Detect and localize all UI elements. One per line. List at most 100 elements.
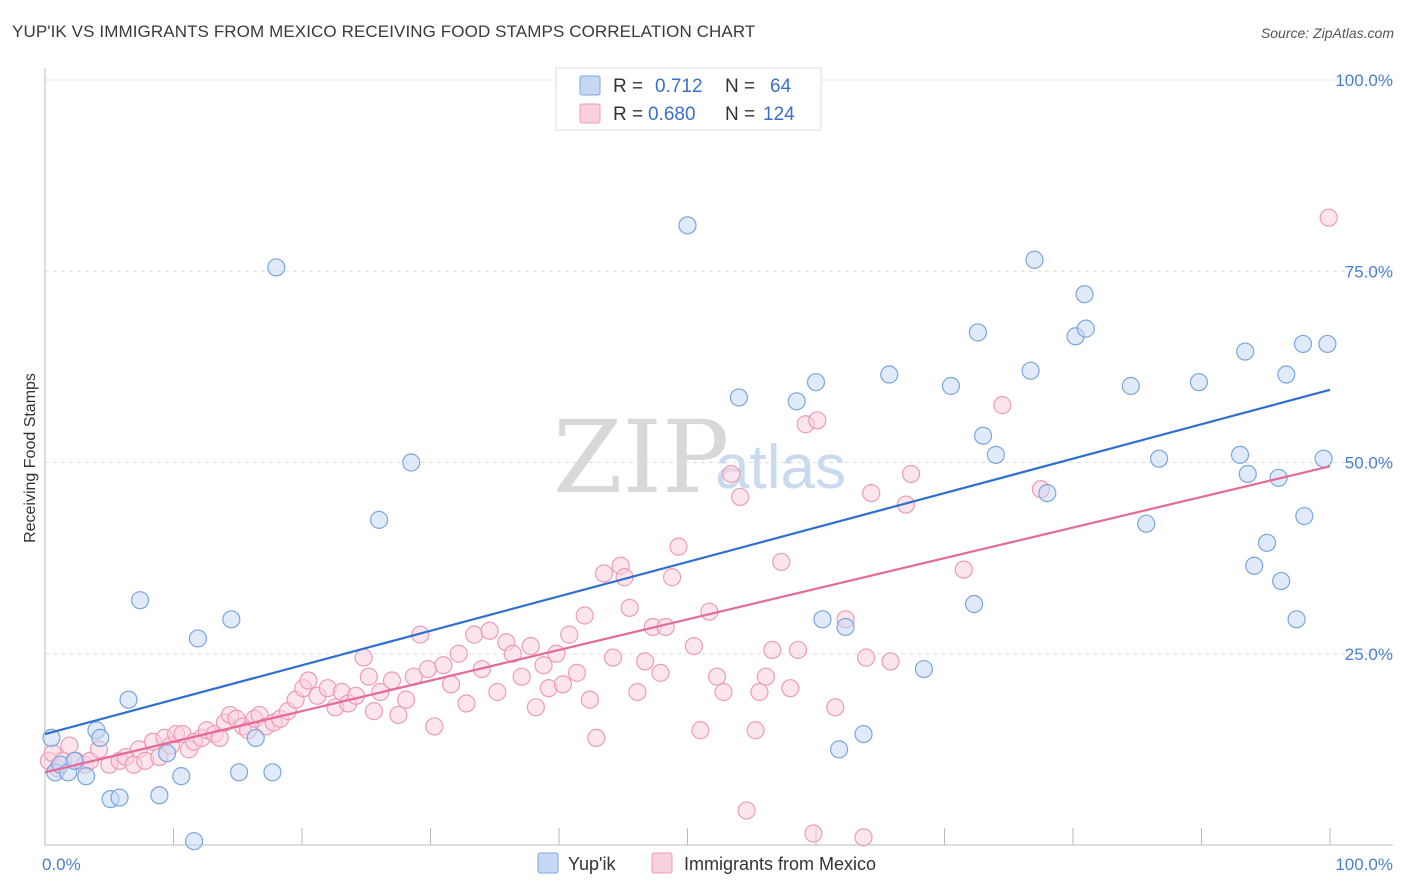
yupik-point-18 bbox=[229, 763, 249, 782]
mexico-point-53 bbox=[396, 690, 416, 709]
legend-n-value-2: 124 bbox=[763, 104, 795, 125]
yupik-point-13 bbox=[157, 744, 177, 763]
mexico-point-113 bbox=[857, 648, 876, 667]
yupik-point-44 bbox=[1076, 319, 1095, 338]
yupik-point-12 bbox=[150, 786, 169, 805]
mexico-point-101 bbox=[750, 682, 769, 702]
legend-r-label-1: R = bbox=[613, 76, 643, 97]
mexico-point-90 bbox=[662, 568, 682, 587]
mexico-point-57 bbox=[425, 717, 444, 736]
legend-r-value-2: 0.680 bbox=[648, 104, 696, 125]
yupik-point-26 bbox=[787, 392, 806, 411]
mexico-point-65 bbox=[488, 682, 507, 702]
yupik-point-39 bbox=[1021, 361, 1040, 380]
mexico-point-100 bbox=[746, 721, 765, 740]
mexico-point-97 bbox=[722, 464, 741, 484]
legend-r-label-2: R = bbox=[613, 104, 643, 125]
mexico-point-59 bbox=[441, 675, 461, 694]
gridlines bbox=[45, 79, 1393, 655]
yupik-point-22 bbox=[370, 510, 389, 529]
yupik-point-16 bbox=[188, 629, 208, 648]
mexico-point-47 bbox=[354, 648, 373, 667]
mexico-point-75 bbox=[560, 625, 579, 644]
mexico-point-64 bbox=[480, 621, 499, 640]
mexico-point-104 bbox=[772, 552, 791, 572]
yupik-point-28 bbox=[813, 610, 832, 629]
legend-swatch-mexico bbox=[579, 103, 601, 124]
legend-n-label-1: N = bbox=[725, 76, 755, 97]
mexico-point-51 bbox=[382, 671, 402, 690]
yupik-point-47 bbox=[1149, 449, 1169, 468]
bottom-legend: Yup'ik Immigrants from Mexico bbox=[537, 852, 876, 874]
mexico-point-77 bbox=[575, 606, 594, 625]
mexico-point-91 bbox=[669, 537, 688, 556]
x-tick-label-0: 0.0% bbox=[42, 855, 81, 874]
mexico-point-88 bbox=[651, 663, 670, 682]
mexico-point-79 bbox=[587, 728, 606, 748]
mexico-point-121 bbox=[1319, 208, 1338, 227]
trend-line-mexico bbox=[44, 465, 1331, 774]
yupik-point-52 bbox=[1245, 556, 1264, 575]
yupik-point-24 bbox=[678, 216, 697, 235]
yupik-point-27 bbox=[806, 373, 826, 392]
y-tick-label-0: 25.0% bbox=[1345, 645, 1393, 664]
series-immigrants-from-mexico bbox=[39, 208, 1338, 847]
yupik-point-46 bbox=[1137, 514, 1156, 533]
mexico-point-56 bbox=[418, 659, 438, 679]
yupik-point-49 bbox=[1230, 445, 1250, 464]
yupik-point-57 bbox=[1287, 610, 1306, 629]
yupik-point-41 bbox=[1038, 484, 1057, 503]
mexico-point-69 bbox=[521, 636, 540, 656]
bottom-legend-label-yupik: Yup'ik bbox=[568, 854, 616, 874]
y-tick-label-2: 75.0% bbox=[1345, 262, 1393, 281]
series-yupik bbox=[42, 216, 1337, 851]
mexico-point-106 bbox=[788, 640, 808, 660]
legend-n-value-1: 64 bbox=[770, 76, 792, 97]
yupik-point-55 bbox=[1272, 571, 1291, 591]
yupik-point-21 bbox=[267, 258, 286, 277]
source-label: Source: ZipAtlas.com bbox=[1260, 25, 1394, 41]
mexico-point-76 bbox=[567, 663, 587, 682]
mexico-point-67 bbox=[503, 644, 522, 663]
mexico-point-99 bbox=[737, 801, 756, 820]
mexico-point-62 bbox=[465, 625, 484, 644]
mexico-point-78 bbox=[580, 690, 599, 709]
yupik-point-60 bbox=[1314, 449, 1333, 468]
axes bbox=[44, 68, 1393, 846]
mexico-point-40 bbox=[299, 671, 318, 690]
yupik-point-53 bbox=[1257, 533, 1277, 552]
legend: R = 0.712 N = 64 R = 0.680 N = 124 bbox=[555, 67, 822, 131]
y-tick-label-3: 100.0% bbox=[1335, 71, 1393, 90]
yupik-point-25 bbox=[729, 388, 749, 407]
chart-title: YUP'IK VS IMMIGRANTS FROM MEXICO RECEIVI… bbox=[12, 22, 756, 41]
yupik-point-56 bbox=[1277, 365, 1296, 384]
mexico-point-4 bbox=[60, 736, 79, 755]
watermark: ZIP atlas bbox=[553, 399, 846, 516]
yupik-point-9 bbox=[110, 788, 129, 807]
bottom-legend-swatch-mexico bbox=[651, 852, 673, 874]
legend-swatch-yupik bbox=[579, 75, 601, 96]
mexico-point-49 bbox=[364, 702, 384, 721]
yupik-point-58 bbox=[1293, 334, 1313, 354]
mexico-point-109 bbox=[808, 411, 827, 430]
mexico-point-98 bbox=[731, 487, 750, 507]
yupik-point-30 bbox=[836, 617, 855, 637]
yupik-point-10 bbox=[119, 690, 138, 709]
mexico-point-68 bbox=[512, 667, 531, 686]
y-tick-labels: 25.0% 50.0% 75.0% 100.0% bbox=[1335, 71, 1393, 664]
yupik-point-14 bbox=[172, 767, 191, 786]
yupik-point-33 bbox=[914, 659, 934, 679]
mexico-point-84 bbox=[620, 598, 639, 617]
yupik-point-17 bbox=[222, 610, 241, 629]
y-tick-label-1: 50.0% bbox=[1345, 454, 1393, 473]
mexico-point-93 bbox=[691, 721, 710, 740]
mexico-point-74 bbox=[553, 675, 572, 694]
mexico-point-81 bbox=[603, 648, 623, 667]
bottom-legend-label-mexico: Immigrants from Mexico bbox=[684, 854, 876, 874]
x-tick-labels: 0.0% 100.0% bbox=[42, 855, 1393, 874]
yupik-point-36 bbox=[968, 323, 988, 342]
mexico-point-60 bbox=[449, 644, 468, 663]
yupik-point-31 bbox=[854, 724, 873, 744]
mexico-point-110 bbox=[826, 698, 845, 717]
